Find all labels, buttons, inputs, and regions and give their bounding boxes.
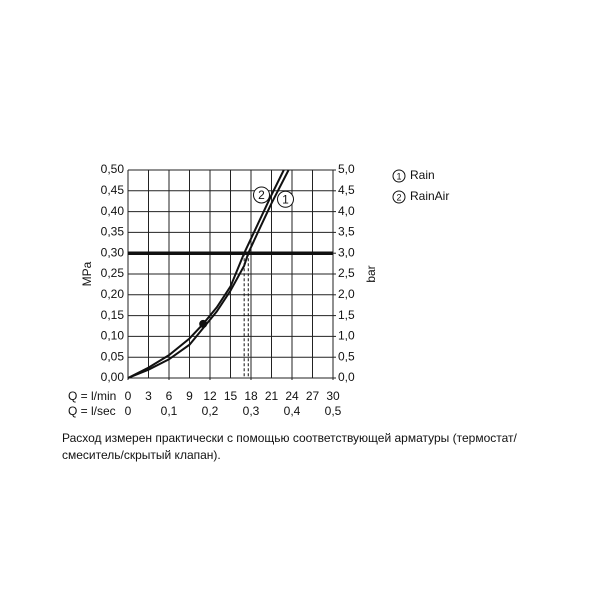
x2-axis-label: Q = l/sec (68, 404, 116, 418)
y2-axis-label: bar (364, 265, 378, 282)
x2-tick-label: 0,4 (284, 404, 301, 418)
y-axis-label: MPa (80, 261, 94, 286)
x-tick-label: 18 (244, 389, 258, 403)
y2-tick-label: 0,5 (338, 349, 355, 363)
y-tick-label: 0,05 (101, 349, 125, 363)
y2-tick-label: 0,0 (338, 370, 355, 384)
x-tick-label: 21 (265, 389, 279, 403)
y-tick-label: 0,30 (101, 245, 125, 259)
x2-tick-label: 0,2 (202, 404, 219, 418)
x2-tick-label: 0,3 (243, 404, 260, 418)
y-tick-label: 0,35 (101, 225, 125, 239)
y-tick-label: 0,45 (101, 183, 125, 197)
y2-tick-label: 3,0 (338, 245, 355, 259)
x-tick-label: 24 (285, 389, 299, 403)
x-tick-label: 6 (166, 389, 173, 403)
x-tick-label: 0 (125, 389, 132, 403)
curve-label-circle (277, 190, 294, 208)
y-tick-label: 0,10 (101, 329, 125, 343)
x-tick-label: 12 (203, 389, 217, 403)
x-tick-label: 9 (186, 389, 193, 403)
curve-label: 1 (282, 192, 289, 206)
caption: Расход измерен практически с помощью соо… (62, 431, 517, 462)
x-tick-label: 27 (306, 389, 320, 403)
marker-point (199, 319, 208, 328)
y2-tick-label: 1,0 (338, 329, 355, 343)
y2-tick-label: 4,0 (338, 204, 355, 218)
legend-circle (392, 169, 406, 183)
x2-tick-label: 0,5 (325, 404, 342, 418)
y-tick-label: 0,50 (101, 162, 125, 176)
legend-number: 1 (396, 171, 401, 181)
curve-label-circle (253, 186, 270, 204)
curve-label: 2 (258, 188, 265, 202)
x-tick-label: 30 (326, 389, 340, 403)
series-line (127, 169, 290, 379)
y2-tick-label: 2,0 (338, 287, 355, 301)
y2-tick-label: 2,5 (338, 266, 355, 280)
x2-tick-label: 0 (125, 404, 132, 418)
y-tick-label: 0,40 (101, 204, 125, 218)
y2-tick-label: 5,0 (338, 162, 355, 176)
y-tick-label: 0,15 (101, 308, 125, 322)
y2-tick-label: 1,5 (338, 308, 355, 322)
caption-box: Расход измерен практически с помощью соо… (62, 431, 517, 462)
legend-label: RainAir (410, 189, 449, 203)
x-axis-label: Q = l/min (68, 389, 116, 403)
legend-circle (392, 190, 406, 204)
y2-tick-label: 3,5 (338, 225, 355, 239)
legend-number: 2 (396, 192, 401, 202)
y2-tick-label: 4,5 (338, 183, 355, 197)
x2-tick-label: 0,1 (161, 404, 178, 418)
x-tick-label: 15 (224, 389, 238, 403)
y-tick-label: 0,00 (101, 370, 125, 384)
y-tick-label: 0,25 (101, 266, 125, 280)
y-tick-label: 0,20 (101, 287, 125, 301)
series-line (127, 169, 285, 379)
x-tick-label: 3 (145, 389, 152, 403)
legend-label: Rain (410, 168, 435, 182)
